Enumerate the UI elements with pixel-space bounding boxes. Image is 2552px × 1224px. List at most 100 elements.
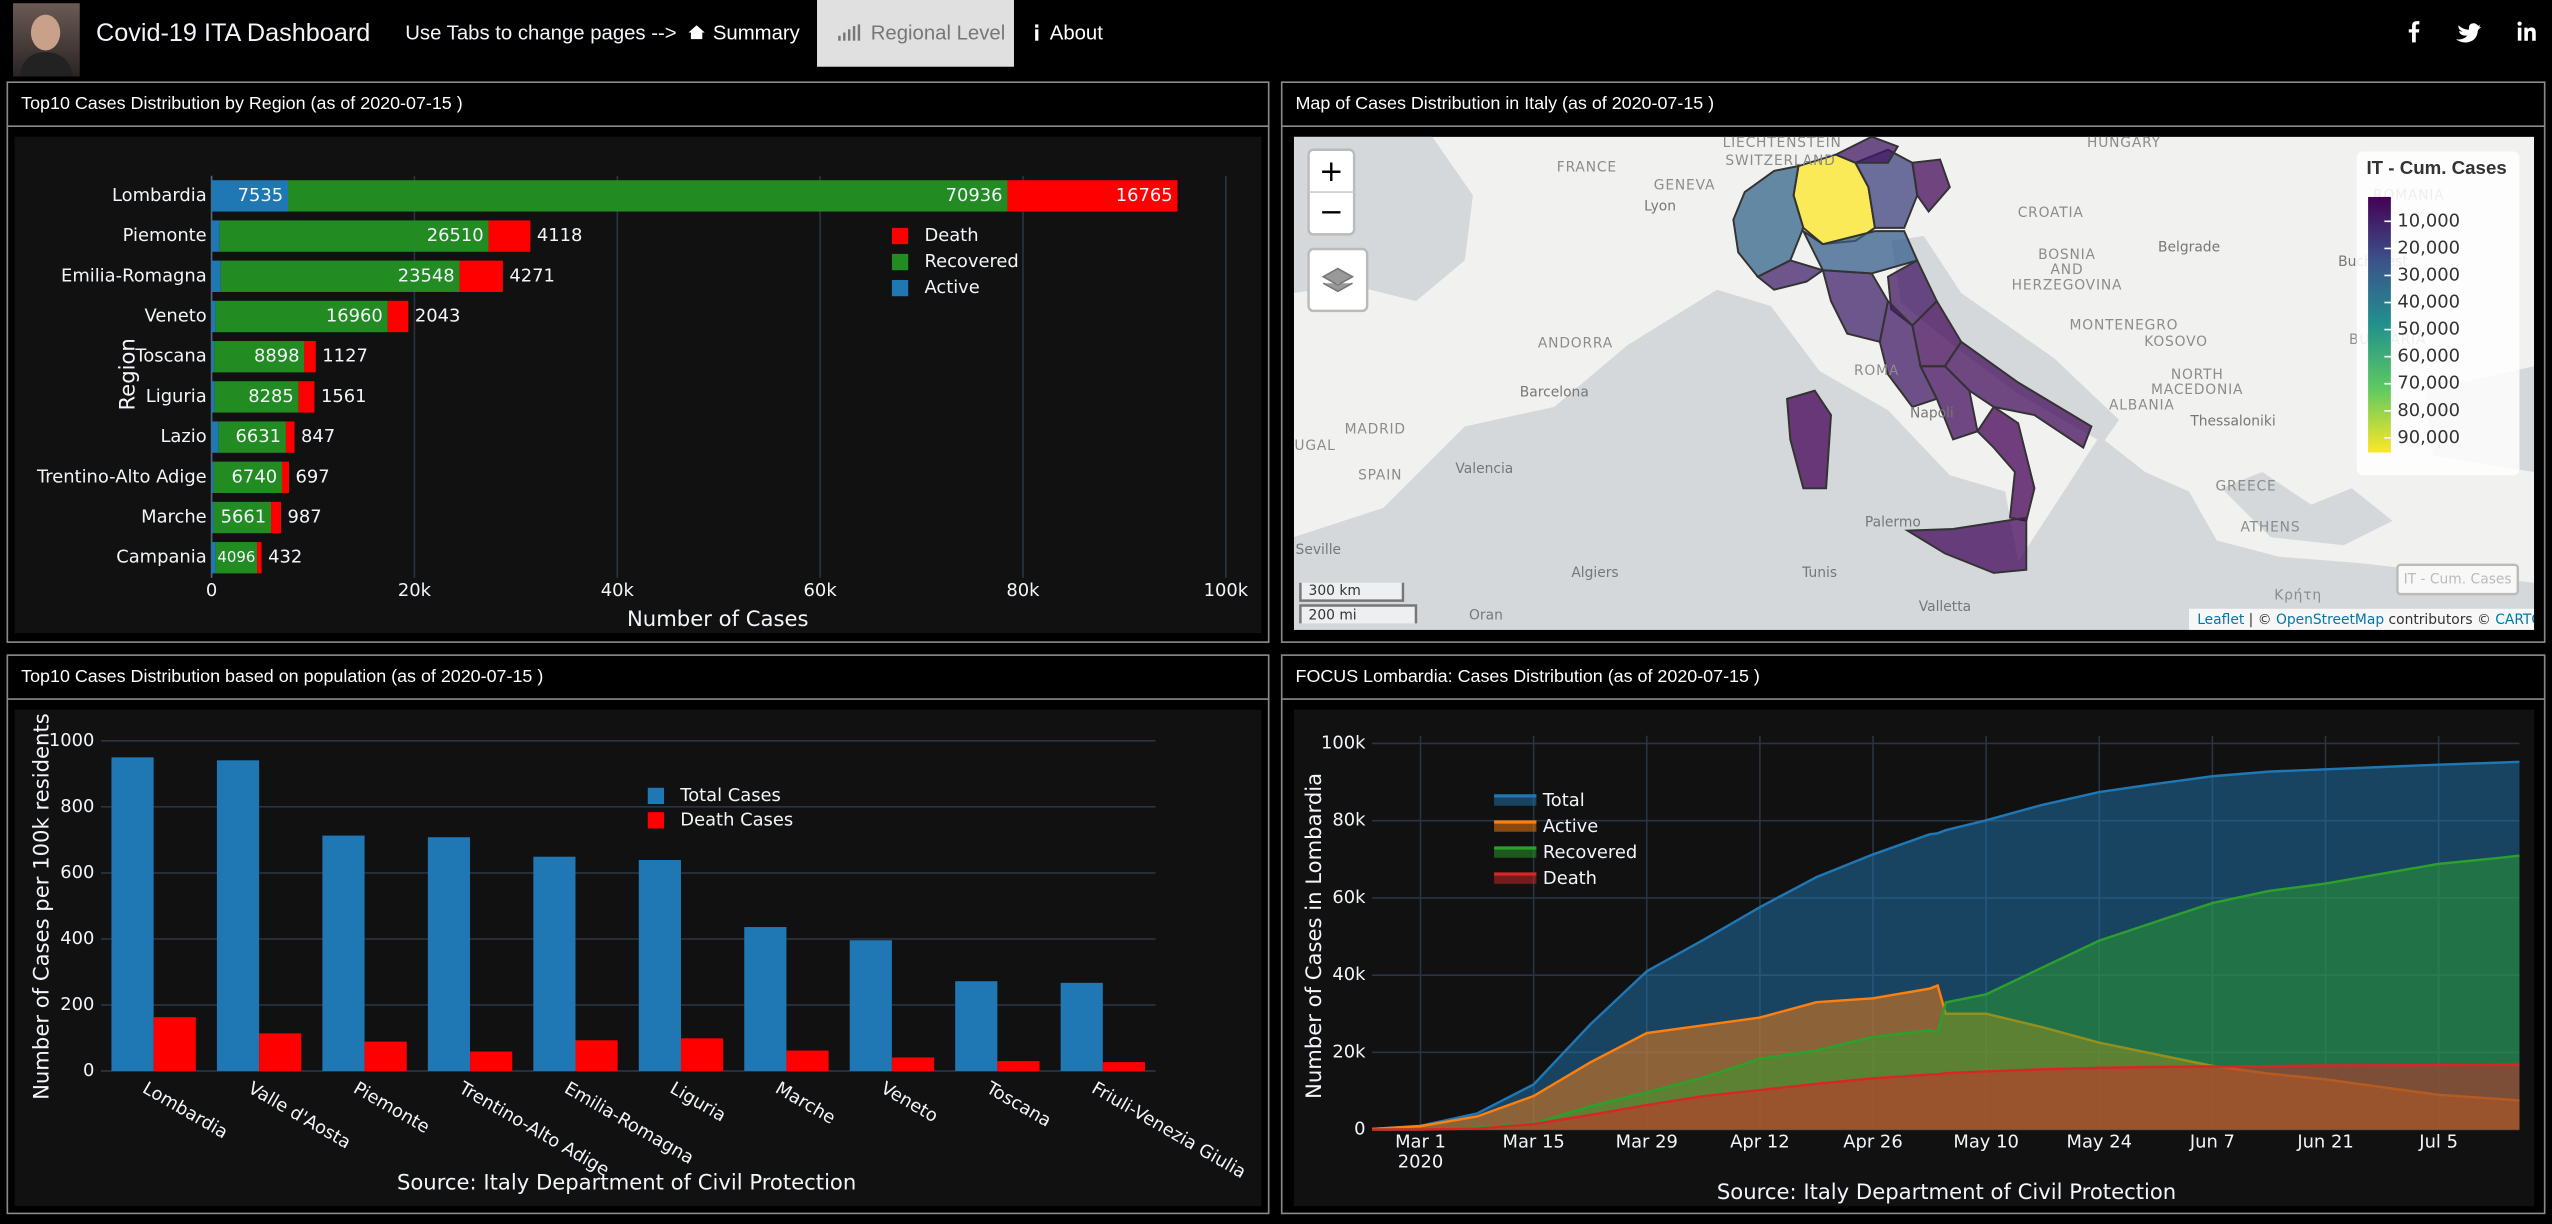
bar	[111, 757, 154, 1071]
x-tick-label: Mar 15	[1503, 1132, 1565, 1153]
legend-label: Active	[1543, 816, 1598, 837]
bar	[288, 180, 1008, 212]
bar	[257, 542, 262, 574]
place-label: UGAL	[1294, 438, 1335, 454]
bar	[211, 501, 214, 534]
place-label: GREECE	[2215, 479, 2276, 495]
region[interactable]	[1786, 389, 1832, 490]
y-tick-label: Lazio	[160, 426, 206, 447]
y-tick-label: Lombardia	[112, 185, 207, 206]
bar	[211, 180, 289, 212]
map[interactable]: FRANCE LIECHTENSTEIN SWITZERLAND HUNGARY ROM…	[1293, 135, 2542, 630]
bar	[211, 220, 220, 252]
text-line: MACEDONIA	[2151, 382, 2243, 398]
legend-swatch	[1494, 848, 1537, 858]
attribution-part[interactable]: Leaflet	[2197, 612, 2245, 628]
attribution-part[interactable]: OpenStreetMap	[2276, 612, 2384, 628]
y-tick-label: Liguria	[146, 386, 207, 407]
panel	[1280, 654, 2546, 1215]
navbar: Covid-19 ITA Dashboard Use Tabs to chang…	[13, 0, 2536, 77]
twitter-icon[interactable]	[2455, 23, 2482, 43]
tab[interactable]: About	[1050, 23, 1103, 45]
region[interactable]	[1755, 259, 1826, 291]
layer-button[interactable]	[2396, 563, 2520, 596]
area-line	[1372, 1063, 2520, 1131]
zoom-out[interactable]: −	[1319, 195, 1344, 229]
data-label: 23548	[398, 265, 455, 286]
y-tick-label: Campania	[116, 547, 206, 568]
region[interactable]	[1943, 340, 2093, 450]
legend-label: Recovered	[1543, 842, 1637, 863]
legend-label: Death	[924, 225, 978, 246]
y-tick-label: 800	[60, 796, 94, 817]
avatar-body	[19, 52, 74, 77]
tab[interactable]: Summary	[713, 23, 801, 45]
y-tick-label: 200	[60, 994, 94, 1015]
y-tick-label: Emilia-Romagna	[61, 265, 207, 286]
y-tick-label: 60k	[1332, 887, 1366, 908]
attribution-part: | ©	[2244, 612, 2276, 628]
data-label: 26510	[427, 225, 484, 246]
panel-title: FOCUS Lombardia: Cases Distribution (as …	[1296, 666, 1760, 686]
layer-button-label[interactable]: IT - Cum. Cases	[2404, 571, 2512, 587]
legend-swatch	[1494, 795, 1537, 806]
text-line: HERZEGOVINA	[2012, 277, 2123, 293]
data-label: 1127	[322, 346, 368, 367]
area-line	[1372, 854, 2520, 1131]
data-label: 847	[301, 426, 335, 447]
region[interactable]	[1732, 164, 1805, 278]
bar	[211, 421, 219, 453]
bar	[271, 501, 282, 534]
place-label: ATHENS	[2240, 519, 2300, 535]
facebook-icon[interactable]	[2408, 21, 2420, 43]
attribution-part[interactable]: CARTO	[2495, 612, 2542, 628]
legend-label: Death Cases	[680, 809, 793, 830]
x-tick-label: 40k	[601, 580, 635, 601]
attribution-part: contributors ©	[2384, 612, 2495, 628]
bar	[470, 1051, 513, 1071]
map-legend-title: IT - Cum. Cases	[2366, 157, 2506, 178]
data-label: 6631	[236, 426, 282, 447]
legend-swatch	[1494, 821, 1537, 832]
bar	[281, 461, 290, 493]
tab[interactable]: Regional Level	[871, 23, 1005, 45]
x-tick-label: 100k	[1204, 580, 1249, 601]
region[interactable]	[1904, 516, 2028, 574]
x-tick-label: Mar 29	[1616, 1132, 1678, 1153]
zoom-in[interactable]: +	[1319, 154, 1344, 188]
region[interactable]	[1911, 158, 1951, 214]
place-label: Algiers	[1571, 565, 1618, 581]
panel	[6, 654, 1270, 1215]
bar	[211, 461, 214, 493]
bar	[219, 220, 489, 252]
panel	[6, 81, 1270, 643]
data-label: 432	[268, 547, 302, 568]
bar	[427, 837, 471, 1071]
nav-hint: Use Tabs to change pages -->	[405, 23, 676, 45]
y-tick-label: 400	[60, 928, 94, 949]
map-sea	[1891, 236, 2120, 443]
bars-icon	[838, 24, 861, 41]
bar	[298, 381, 315, 413]
bar	[214, 341, 305, 373]
bar	[459, 260, 503, 292]
bar	[211, 341, 215, 373]
colorbar-label: 40,000	[2397, 292, 2460, 313]
text-line: AND	[2051, 262, 2084, 278]
text-line: NORTH	[2171, 367, 2224, 383]
place-label: NORTH MACEDONIA	[2151, 367, 2243, 398]
y-tick-label: 1000	[49, 730, 95, 751]
place-label: Palermo	[1865, 514, 1921, 530]
bar	[322, 835, 365, 1071]
linkedin-icon[interactable]	[2517, 21, 2536, 41]
y-axis-title: Number of Cases in Lombardia	[1301, 773, 1326, 1099]
place-label: ALBANIA	[2109, 397, 2175, 413]
data-label: 5661	[221, 507, 267, 528]
data-label: 70936	[946, 185, 1003, 206]
legend-swatch	[1494, 874, 1537, 884]
bar	[638, 860, 681, 1071]
region[interactable]	[1833, 136, 1900, 164]
data-label: 987	[288, 507, 322, 528]
map-sea	[1293, 289, 2535, 630]
